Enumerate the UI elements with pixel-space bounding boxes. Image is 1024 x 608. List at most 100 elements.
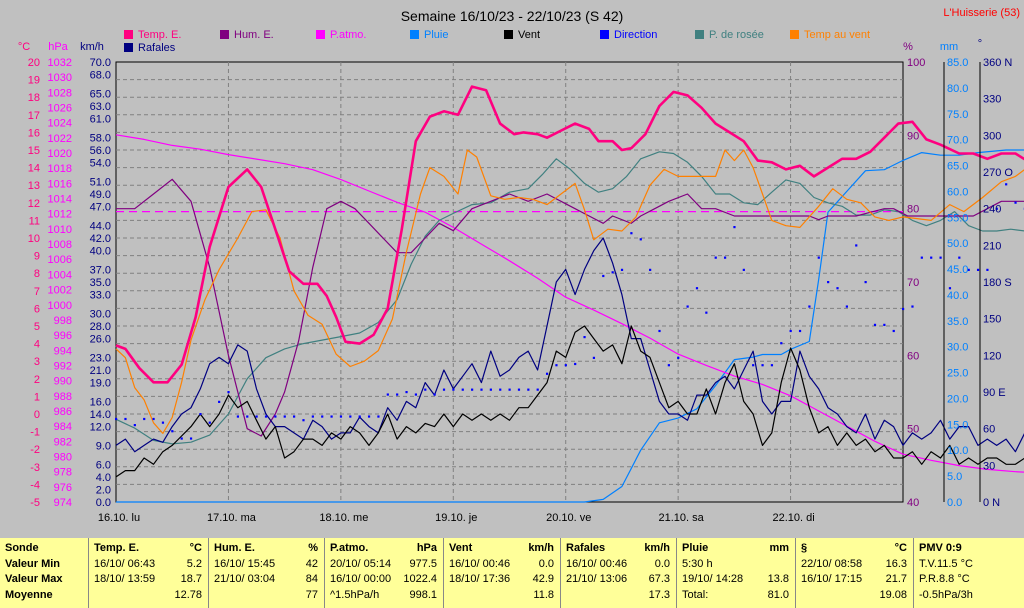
x-axis-day-label: 16.10. lu [98, 512, 140, 524]
stats-footer: Sonde Valeur Min Valeur Max Moyenne Temp. E.… [0, 538, 1024, 608]
direction-point [855, 244, 858, 247]
temp-tick-label: 12 [28, 198, 40, 210]
direction-point [452, 388, 455, 391]
direction-point [396, 393, 399, 396]
pressure-tick-label: 1022 [48, 133, 72, 145]
direction-point [414, 393, 418, 396]
legend-swatch [124, 43, 133, 52]
legend-label: P.atmo. [330, 29, 367, 41]
chart-title: Semaine 16/10/23 - 22/10/23 (S 42) [401, 8, 624, 24]
footer-column: PMV 0:9 T.V.11.5 °C P.R.8.8 °C -0.5hPa/3h [913, 538, 1024, 608]
rain-tick-label: 30.0 [947, 342, 968, 354]
direction-point [358, 415, 361, 418]
footer-column: Sonde Valeur Min Valeur Max Moyenne [0, 538, 88, 608]
footer-row: 20/10/ 05:14 977.5 [330, 557, 439, 573]
footer-cell-value: 998.1 [409, 588, 437, 601]
footer-cell-label: 16/10/ 17:15 [801, 573, 863, 585]
pressure-tick-label: 1012 [48, 209, 72, 221]
footer-cell-value: 42.9 [532, 573, 554, 585]
direction-point [461, 388, 464, 391]
footer-row: 22/10/ 08:58 16.3 [801, 557, 909, 573]
footer-column: Pluie mm 5:30 h 19/10/ 14:28 13.8 Total: 81.0 [676, 538, 795, 608]
series-temp-e-line [115, 85, 1024, 384]
footer-row: 21/10/ 03:04 84 [214, 572, 320, 588]
footer-row: 16/10/ 00:46 0.0 [449, 557, 556, 573]
direction-point [227, 391, 230, 394]
footer-header-label: Vent [449, 542, 473, 554]
direction-tick-label: 30 [983, 460, 995, 472]
temp-tick-label: 7 [34, 286, 40, 298]
direction-point [480, 388, 483, 391]
legend: Temp. E. Hum. E. P.atmo. Pluie Vent Direction… [124, 29, 870, 54]
wind-tick-label: 70.0 [90, 57, 111, 69]
footer-row: P.R.8.8 °C [919, 572, 1020, 588]
wind-tick-label: 42.0 [90, 233, 111, 245]
direction-point [115, 417, 118, 421]
direction-point [808, 305, 811, 308]
direction-point [630, 232, 633, 235]
rain-tick-label: 20.0 [947, 393, 968, 405]
direction-tick-label: 150 [983, 314, 1001, 326]
direction-point [602, 274, 605, 278]
direction-point [583, 336, 586, 339]
direction-point [695, 287, 699, 290]
footer-row: 16/10/ 06:43 5.2 [94, 557, 204, 573]
footer-row: -0.5hPa/3h [919, 588, 1020, 604]
x-axis-day-label: 19.10. je [435, 512, 477, 524]
pressure-tick-label: 988 [54, 391, 72, 403]
wind-tick-label: 35.0 [90, 277, 111, 289]
footer-cell-label: 21/10/ 03:04 [214, 573, 276, 585]
pressure-tick-label: 1020 [48, 148, 72, 160]
direction-point [433, 393, 436, 396]
footer-column: Rafales km/h 16/10/ 00:46 0.0 21/10/ 13:06 67… [560, 538, 676, 608]
wind-tick-label: 51.0 [90, 176, 111, 188]
direction-point [733, 226, 736, 229]
footer-row: 77 [214, 588, 320, 604]
direction-point [545, 372, 549, 375]
direction-point [236, 415, 239, 418]
footer-cell-value: 42 [305, 557, 318, 570]
pressure-tick-label: 1024 [48, 118, 72, 130]
footer-row: 21/10/ 13:06 67.3 [566, 572, 672, 588]
temp-tick-label: 5 [34, 321, 40, 333]
wind-tick-label: 0.0 [96, 497, 111, 509]
footer-row: 5:30 h [682, 557, 791, 573]
direction-point [892, 329, 895, 333]
footer-cell-value: 17.3 [648, 588, 670, 601]
footer-cell-label: 22/10/ 08:58 [801, 557, 863, 570]
footer-row: 16/10/ 00:00 1022.4 [330, 572, 439, 588]
pressure-tick-label: 1006 [48, 254, 72, 266]
legend-swatch [410, 30, 419, 39]
direction-tick-label: 330 [983, 94, 1001, 106]
direction-point [536, 388, 539, 391]
direction-point [958, 256, 961, 259]
footer-column: Temp. E. °C 16/10/ 06:43 5.2 18/10/ 13:59 18.… [88, 538, 208, 608]
direction-point [189, 437, 193, 440]
footer-header-row: Temp. E. °C [94, 541, 204, 557]
direction-point [723, 256, 727, 259]
temp-tick-label: 0 [34, 409, 40, 421]
humidity-tick-label: 70 [907, 277, 919, 289]
direction-tick-label: 270 O [983, 167, 1013, 179]
direction-point [705, 311, 708, 314]
footer-header-unit: km/h [644, 542, 670, 554]
rain-tick-label: 10.0 [947, 445, 968, 457]
rain-tick-label: 60.0 [947, 186, 968, 198]
footer-cell-value: 13.8 [767, 573, 789, 585]
direction-point [864, 281, 867, 284]
legend-label: Temp au vent [804, 29, 870, 41]
direction-point [293, 415, 296, 418]
legend-label: Direction [614, 29, 657, 41]
direction-point [152, 417, 155, 421]
direction-point [845, 305, 848, 308]
pressure-tick-label: 986 [54, 406, 72, 418]
footer-row: 19/10/ 14:28 13.8 [682, 572, 791, 588]
pressure-tick-label: 1028 [48, 87, 72, 99]
rain-tick-label: 45.0 [947, 264, 968, 276]
wind-tick-label: 4.0 [96, 472, 111, 484]
direction-tick-label: 360 N [983, 57, 1012, 69]
direction-point [948, 287, 952, 290]
footer-header-row: Sonde [5, 541, 84, 557]
footer-header-row: Pluie mm [682, 541, 791, 557]
direction-point [339, 415, 343, 418]
